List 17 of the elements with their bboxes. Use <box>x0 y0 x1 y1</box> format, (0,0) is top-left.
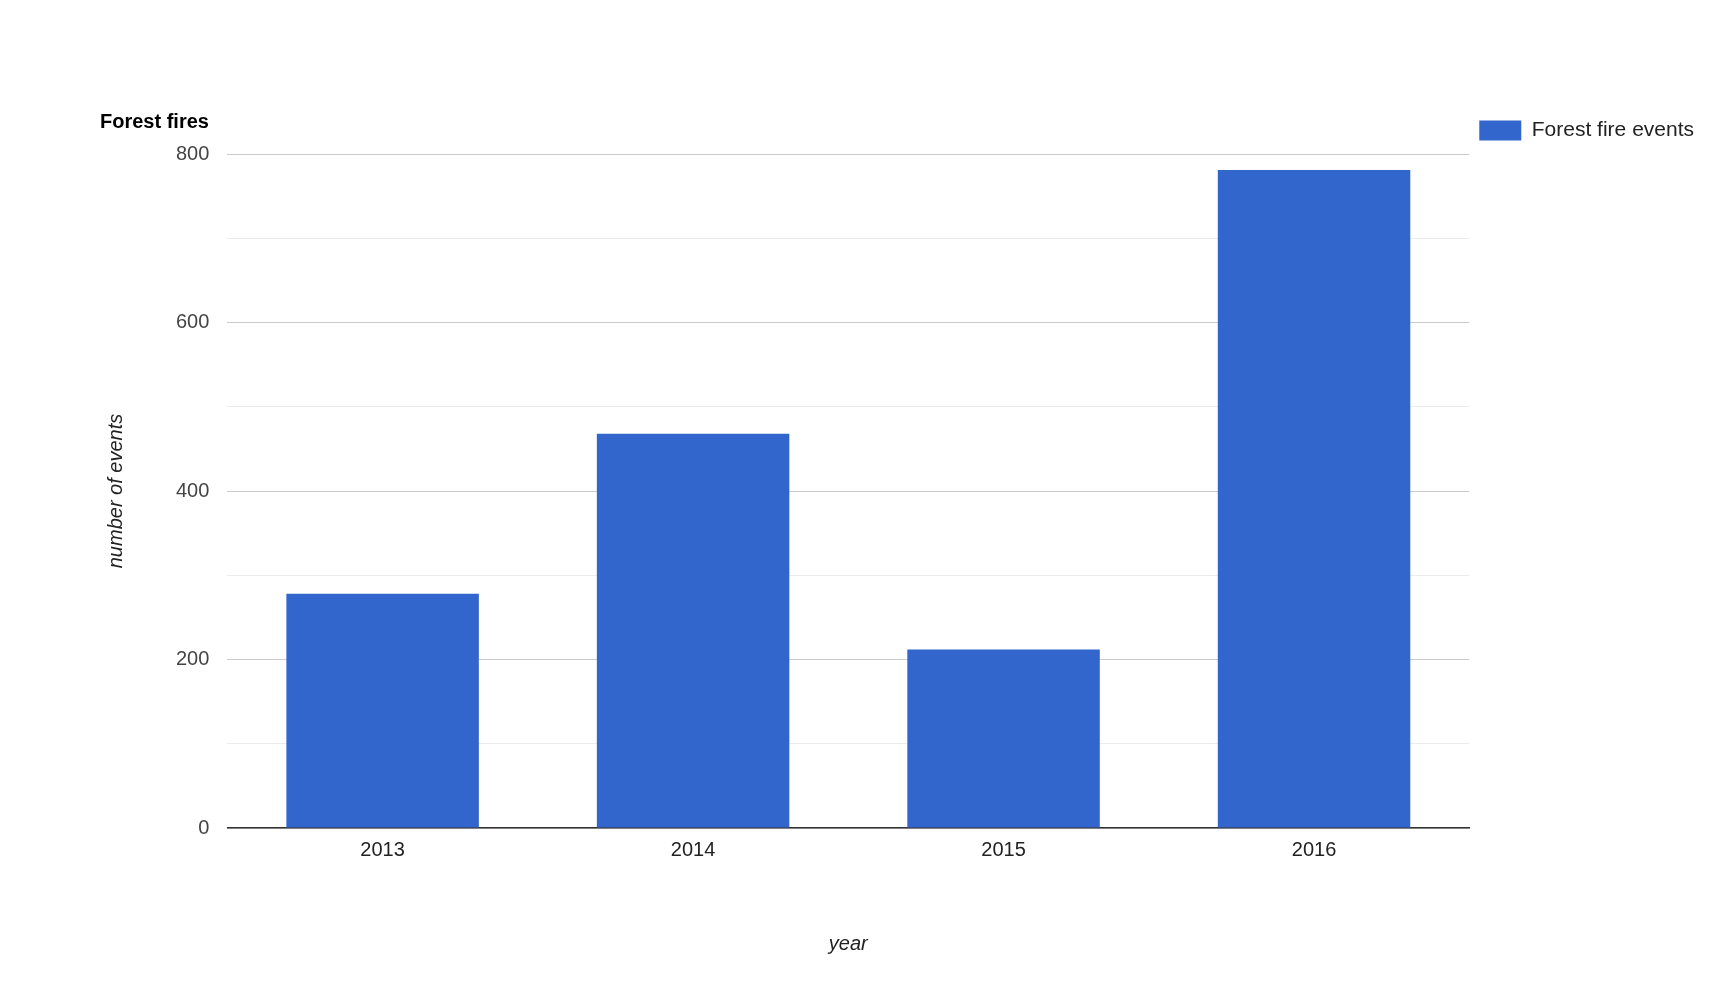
bar <box>596 433 790 828</box>
bar <box>907 649 1100 828</box>
y-tick-label: 400 <box>175 478 210 501</box>
y-tick-label: 800 <box>175 141 210 164</box>
y-tick-label: 600 <box>175 310 210 333</box>
chart-title: Forest fires <box>100 109 209 132</box>
x-tick-label: 2014 <box>670 837 716 860</box>
y-tick-label: 200 <box>175 647 210 670</box>
x-tick-label: 2015 <box>981 837 1026 860</box>
x-tick-label: 2016 <box>1291 837 1337 860</box>
bar <box>286 593 479 828</box>
legend-label: Forest fire events <box>1531 117 1695 141</box>
y-tick-label: 0 <box>198 815 210 838</box>
y-axis-title: number of events <box>103 413 126 569</box>
x-tick-label: 2013 <box>360 837 405 860</box>
bar <box>1217 170 1411 828</box>
x-axis-title: year <box>826 931 870 954</box>
